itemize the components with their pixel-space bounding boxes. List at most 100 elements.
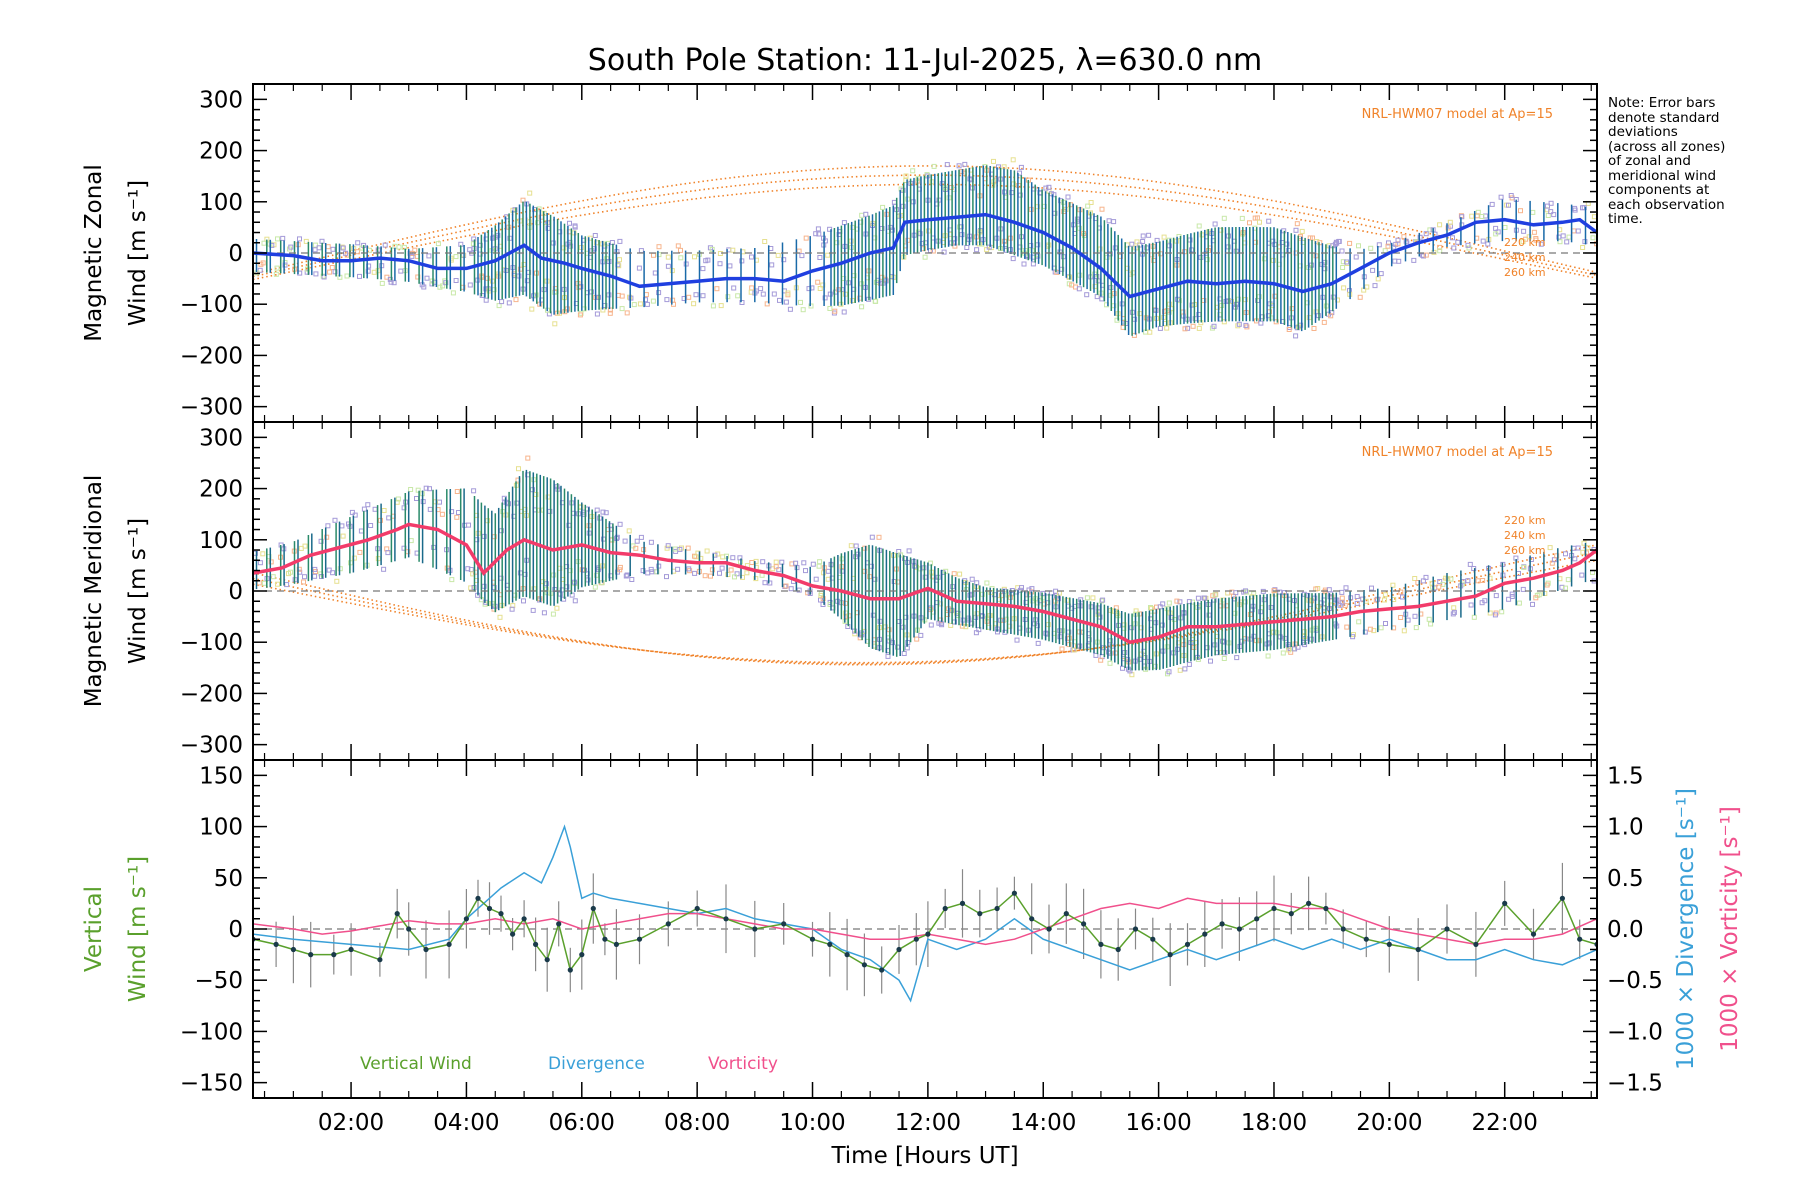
- scatter-point: [1202, 595, 1208, 601]
- scatter-point: [423, 485, 429, 491]
- scatter-point: [1423, 252, 1429, 258]
- scatter-point: [762, 580, 768, 586]
- chart-title: South Pole Station: 11-Jul-2025, λ=630.0…: [588, 43, 1262, 78]
- scatter-point: [361, 506, 367, 512]
- scatter-point: [1221, 656, 1227, 661]
- scatter-point: [753, 576, 759, 582]
- scatter-point: [1467, 561, 1473, 567]
- zonal-model-label: NRL-HWM07 model at Ap=15: [1362, 107, 1553, 122]
- scatter-point: [1257, 219, 1262, 225]
- zonal-ylabel-line1: Magnetic Zonal: [81, 164, 107, 342]
- scatter-point: [624, 310, 630, 316]
- scatter-point: [372, 506, 378, 512]
- y-tick-label: −300: [180, 733, 243, 759]
- scatter-point: [1280, 650, 1286, 656]
- y-tick-label: −100: [180, 1019, 243, 1045]
- scatter-point: [1516, 600, 1522, 606]
- scatter-point: [818, 597, 823, 603]
- scatter-point: [385, 550, 391, 556]
- scatter-point: [841, 220, 847, 226]
- scatter-point: [1099, 206, 1105, 212]
- note-line: Note: Error bars: [1608, 95, 1716, 111]
- scatter-point: [709, 246, 715, 252]
- scatter-point: [1450, 235, 1455, 241]
- scatter-point: [1450, 611, 1456, 617]
- vertical-wind-point: [1254, 916, 1260, 922]
- scatter-point: [708, 573, 713, 579]
- scatter-point: [1498, 194, 1504, 200]
- scatter-point: [1411, 257, 1417, 263]
- scatter-point: [415, 487, 421, 493]
- scatter-point: [769, 262, 775, 268]
- scatter-point: [685, 545, 691, 551]
- scatter-point: [1509, 591, 1515, 597]
- scatter-point: [1233, 590, 1239, 596]
- scatter-point: [273, 271, 279, 277]
- scatter-point: [1356, 243, 1361, 249]
- scatter-point: [767, 580, 773, 586]
- scatter-point: [1401, 628, 1407, 634]
- vertical-wind-point: [1444, 926, 1450, 932]
- scatter-point: [813, 576, 819, 582]
- scatter-point: [976, 627, 982, 633]
- x-tick-label: 06:00: [549, 1110, 615, 1136]
- scatter-point: [1293, 227, 1299, 233]
- vertical-wind-point: [1202, 931, 1208, 937]
- y2-tick-label: −1.5: [1607, 1071, 1663, 1097]
- y-tick-label: −100: [180, 630, 243, 656]
- scatter-point: [1400, 594, 1405, 600]
- scatter-point: [1120, 665, 1125, 671]
- scatter-point: [1563, 585, 1568, 591]
- y-tick-label: 100: [199, 190, 243, 216]
- vertical-wind-point: [1306, 900, 1312, 907]
- scatter-point: [1343, 585, 1349, 591]
- scatter-point: [737, 555, 743, 561]
- scatter-point: [408, 487, 414, 492]
- vertical-wind-point: [827, 941, 833, 948]
- scatter-point: [577, 312, 583, 318]
- scatter-point: [1518, 208, 1523, 214]
- y-tick-label: −100: [180, 292, 243, 318]
- scatter-point: [1579, 572, 1585, 578]
- vertical-wind-point: [844, 952, 850, 958]
- scatter-point: [665, 543, 671, 549]
- x-tick-label: 08:00: [664, 1110, 730, 1136]
- scatter-point: [1502, 225, 1508, 230]
- scatter-point: [340, 533, 346, 539]
- scatter-point: [924, 172, 930, 178]
- scatter-point: [1166, 669, 1172, 675]
- zonal-alt-260: 260 km: [1504, 266, 1546, 279]
- scatter-point: [312, 242, 318, 248]
- scatter-point: [427, 506, 433, 512]
- scatter-point: [617, 564, 623, 570]
- divergence-ylabel: 1000 × Divergence [s⁻¹]: [1673, 788, 1699, 1070]
- vertical-wind-point: [925, 931, 931, 937]
- scatter-point: [351, 555, 357, 561]
- scatter-point: [1019, 585, 1024, 591]
- scatter-point: [1182, 326, 1188, 332]
- scatter-point: [1293, 333, 1299, 339]
- scatter-point: [1357, 294, 1363, 300]
- vertical-wind-point: [1167, 952, 1173, 958]
- scatter-point: [1560, 233, 1566, 239]
- vertical-wind-point: [1046, 926, 1052, 932]
- y-tick-label: 200: [199, 139, 243, 165]
- y-tick-label: 50: [214, 866, 243, 892]
- scatter-point: [644, 301, 650, 307]
- scatter-point: [827, 601, 833, 607]
- scatter-point: [607, 310, 613, 316]
- scatter-point: [1506, 596, 1512, 602]
- vertical-wind-point: [1219, 921, 1225, 927]
- scatter-point: [1437, 244, 1443, 250]
- scatter-point: [1508, 193, 1514, 198]
- scatter-point: [401, 244, 407, 250]
- scatter-point: [1459, 214, 1465, 220]
- scatter-point: [424, 275, 430, 281]
- scatter-point: [592, 584, 598, 590]
- scatter-point: [1339, 600, 1345, 606]
- scatter-point: [1221, 215, 1227, 221]
- scatter-point: [1375, 276, 1381, 282]
- scatter-point: [728, 567, 734, 573]
- scatter-point: [1469, 213, 1475, 219]
- scatter-point: [1423, 574, 1429, 580]
